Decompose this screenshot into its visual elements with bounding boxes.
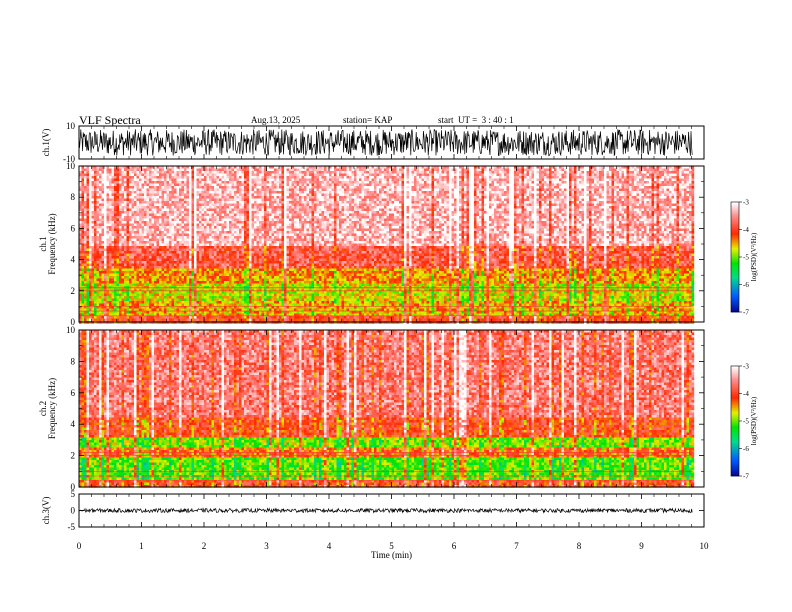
colorbar-tick-label: -4 xyxy=(743,226,749,234)
colorbar-tick-label: -7 xyxy=(743,473,749,481)
y-tick-label: 8 xyxy=(71,356,76,366)
start-time-label: start UT = 3 : 40 : 1 xyxy=(438,115,514,125)
station-label: station= KAP xyxy=(343,115,392,125)
y-tick-label: 8 xyxy=(71,192,76,202)
colorbar-tick-label: -6 xyxy=(743,445,749,453)
x-tick-label: 2 xyxy=(202,541,207,551)
ch1-spectrogram-ylabel-top: ch.1 xyxy=(38,236,48,251)
y-tick-label: 0 xyxy=(71,506,76,516)
ch2-spectrogram-ylabel-top: ch.2 xyxy=(38,401,48,416)
x-tick-label: 4 xyxy=(327,541,332,551)
colorbar-tick-label: -3 xyxy=(743,363,749,371)
colorbar-tick-label: -4 xyxy=(743,390,749,398)
y-tick-label: 4 xyxy=(71,419,76,429)
x-tick-label: 7 xyxy=(514,541,519,551)
ch1-spectrogram-ylabel: Frequency (kHz) xyxy=(47,213,57,274)
y-tick-label: 10 xyxy=(66,121,76,131)
ch1-spectrogram-colorbar-label: log(PSD)(V²/Hz) xyxy=(750,232,758,281)
date-label: Aug.13, 2025 xyxy=(251,115,300,125)
y-tick-label: 4 xyxy=(71,255,76,265)
ch2-spectrogram-ylabel: Frequency (kHz) xyxy=(47,378,57,439)
x-tick-label: 1 xyxy=(139,541,144,551)
x-tick-label: 10 xyxy=(700,541,710,551)
ch1-waveform-ylabel: ch.1(V) xyxy=(41,129,51,157)
ch1-spectrogram-cells xyxy=(79,166,695,324)
colorbar-tick-label: -5 xyxy=(743,254,749,262)
x-axis-label: Time (min) xyxy=(371,550,412,560)
y-tick-label: 6 xyxy=(71,223,76,233)
y-tick-label: 2 xyxy=(71,286,76,296)
ch3-waveform-ylabel: ch.3(V) xyxy=(41,497,51,525)
x-tick-label: 6 xyxy=(452,541,457,551)
x-tick-label: 0 xyxy=(77,541,82,551)
x-tick-label: 9 xyxy=(639,541,644,551)
y-tick-label: 10 xyxy=(66,161,76,171)
y-tick-label: 2 xyxy=(71,451,76,461)
y-tick-label: 5 xyxy=(71,489,76,499)
y-tick-label: -10 xyxy=(63,154,75,164)
colorbar-tick-label: -7 xyxy=(743,309,749,317)
y-tick-label: 0 xyxy=(71,482,76,492)
colorbar-tick-label: -6 xyxy=(743,281,749,289)
colorbar-tick-label: -5 xyxy=(743,418,749,426)
ch2-spectrogram-colorbar-label: log(PSD)(V²/Hz) xyxy=(750,396,758,445)
ch1-waveform-trace xyxy=(78,128,693,157)
y-tick-label: 10 xyxy=(66,325,76,335)
y-tick-label: -5 xyxy=(68,522,76,532)
ch2-spectrogram-cells xyxy=(79,330,695,488)
y-tick-label: 6 xyxy=(71,388,76,398)
colorbar-tick-label: -3 xyxy=(743,199,749,207)
y-tick-label: 0 xyxy=(71,317,76,327)
x-tick-label: 3 xyxy=(264,541,269,551)
ch3-waveform-trace xyxy=(78,507,693,514)
chart-title: VLF Spectra xyxy=(79,113,141,128)
x-tick-label: 8 xyxy=(577,541,582,551)
x-tick-label: 5 xyxy=(389,541,394,551)
